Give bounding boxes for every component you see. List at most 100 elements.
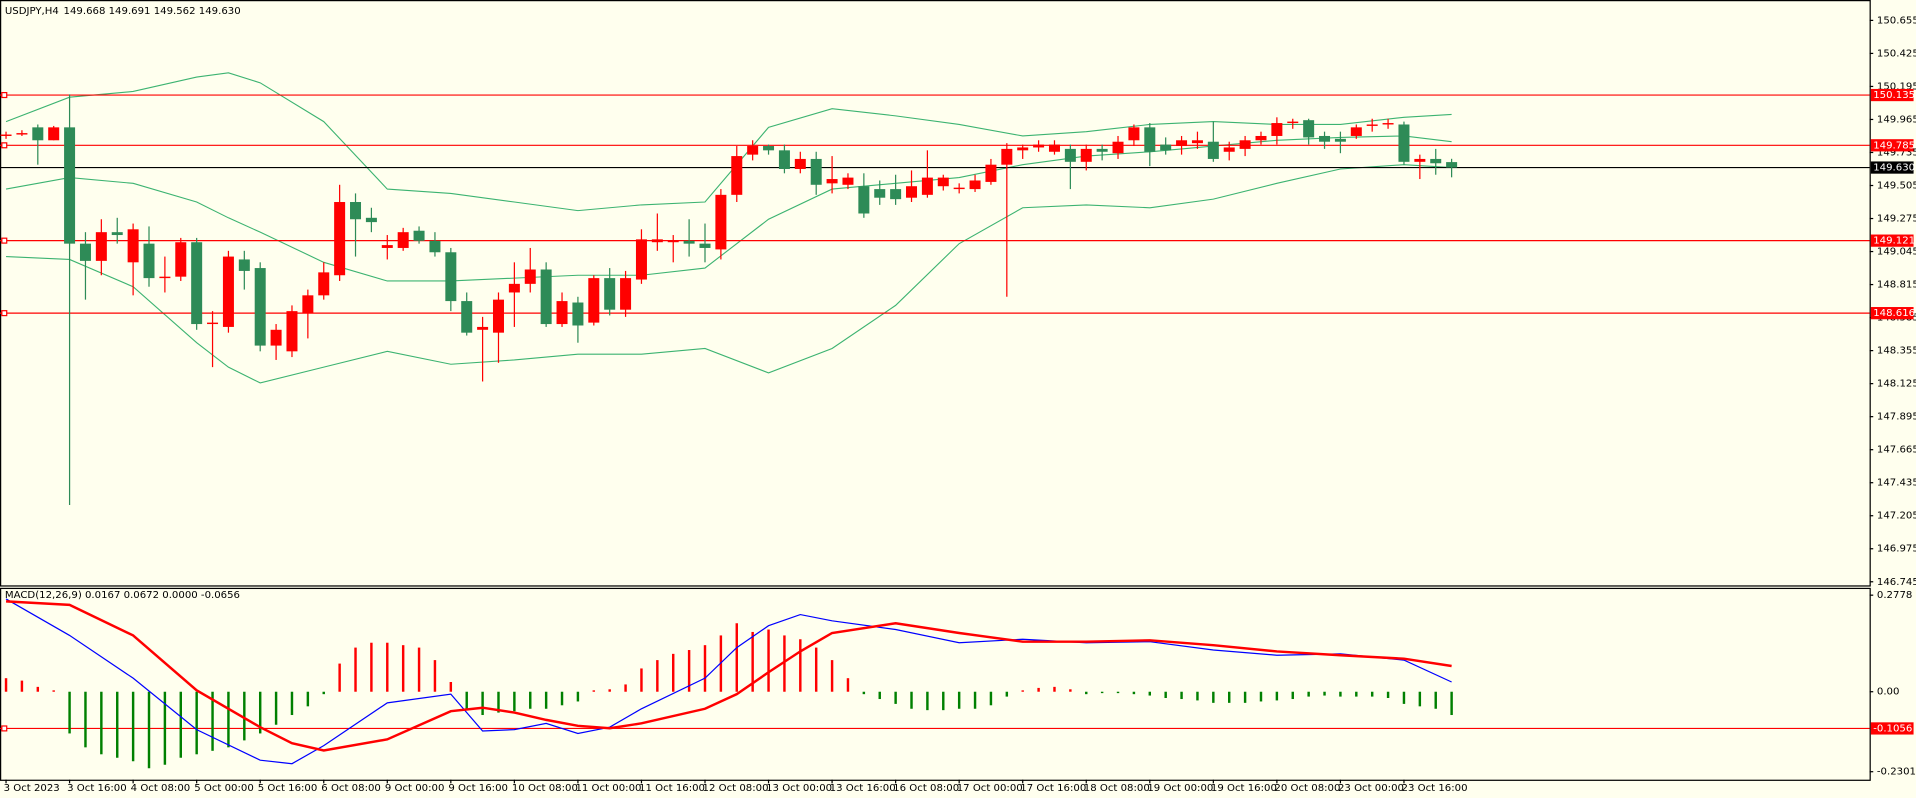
candle-body xyxy=(890,189,902,200)
candle-body xyxy=(1287,121,1299,124)
candle-body xyxy=(302,295,314,313)
candle-body xyxy=(572,302,584,326)
candle-body xyxy=(1128,127,1140,141)
candle-body xyxy=(953,187,965,190)
candle-body xyxy=(1207,141,1219,159)
candle-body xyxy=(1398,124,1410,162)
candle-body xyxy=(604,278,616,310)
candle-body xyxy=(1446,162,1458,168)
candle-body xyxy=(1382,123,1394,125)
candle-body xyxy=(191,242,203,325)
x-tick-label: 19 Oct 00:00 xyxy=(1147,783,1213,794)
candle-body xyxy=(334,202,346,276)
candle-body xyxy=(32,127,44,141)
candle-body xyxy=(445,252,457,302)
level-label: 149.121 xyxy=(1873,236,1915,247)
macd-line xyxy=(5,598,1452,765)
candle-body xyxy=(1191,140,1203,144)
candle-body xyxy=(254,268,266,346)
candle-body xyxy=(1033,144,1045,148)
candle-body xyxy=(620,278,632,310)
candle-body xyxy=(635,239,647,280)
candle-body xyxy=(127,229,139,263)
candle-body xyxy=(826,179,838,184)
x-tick-label: 12 Oct 08:00 xyxy=(703,783,769,794)
chart-subtitle: 149.668 149.691 149.562 149.630 xyxy=(64,6,241,17)
level-handle xyxy=(1,237,8,244)
candle-body xyxy=(906,186,918,198)
macd-panel-frame xyxy=(0,587,1871,781)
candle-body xyxy=(95,232,107,261)
level-label-box xyxy=(1870,307,1914,320)
y-tick-label: 148.815 xyxy=(1877,280,1916,291)
chart-title: USDJPY,H4 xyxy=(5,6,59,17)
x-tick-label: 5 Oct 00:00 xyxy=(194,783,254,794)
y-tick-label: 146.975 xyxy=(1877,544,1916,555)
x-tick-label: 23 Oct 00:00 xyxy=(1338,783,1404,794)
band-lower xyxy=(6,164,1452,384)
candle-body xyxy=(1414,158,1426,162)
candle-body xyxy=(1366,124,1378,126)
candle-body xyxy=(842,177,854,185)
y-tick-label: 147.665 xyxy=(1877,445,1916,456)
candle-body xyxy=(921,177,933,195)
candle-body xyxy=(683,240,695,244)
candle-body xyxy=(1001,148,1013,165)
candle-body xyxy=(397,232,409,248)
candle-body xyxy=(985,164,997,182)
level-label: 149.785 xyxy=(1873,140,1915,151)
x-tick-label: 20 Oct 08:00 xyxy=(1274,783,1340,794)
candle-body xyxy=(207,322,219,325)
level-label-box xyxy=(1870,139,1914,152)
candle-body xyxy=(969,180,981,190)
candle-body xyxy=(1064,148,1076,162)
candle-body xyxy=(763,146,775,151)
x-tick-label: 17 Oct 00:00 xyxy=(957,783,1023,794)
y-tick-label: 148.125 xyxy=(1877,379,1916,390)
candle-body xyxy=(794,158,806,169)
level-label: 148.616 xyxy=(1873,308,1915,319)
candle-body xyxy=(1112,141,1124,154)
candle-body xyxy=(0,134,12,136)
candle-body xyxy=(318,272,330,296)
candle-body xyxy=(1319,135,1331,142)
candle-body xyxy=(1096,148,1108,152)
x-tick-label: 4 Oct 08:00 xyxy=(131,783,191,794)
level-handle xyxy=(1,91,8,99)
candle-body xyxy=(1334,138,1346,142)
candle-body xyxy=(48,127,60,141)
candle-body xyxy=(524,269,536,284)
x-tick-label: 10 Oct 08:00 xyxy=(512,783,578,794)
x-tick-label: 3 Oct 2023 xyxy=(4,783,60,794)
candle-body xyxy=(667,240,679,243)
x-tick-label: 13 Oct 00:00 xyxy=(766,783,832,794)
candle-body xyxy=(1048,144,1060,152)
x-tick-label: 18 Oct 08:00 xyxy=(1084,783,1150,794)
y-tick-label: 146.745 xyxy=(1877,577,1916,588)
x-tick-label: 5 Oct 16:00 xyxy=(258,783,318,794)
level-handle xyxy=(1,142,8,149)
y-tick-label: 149.275 xyxy=(1877,214,1916,225)
x-tick-label: 9 Oct 00:00 xyxy=(385,783,445,794)
y-tick-label: 149.505 xyxy=(1877,181,1916,192)
candle-body xyxy=(1430,158,1442,164)
x-tick-label: 23 Oct 16:00 xyxy=(1402,783,1468,794)
candle-body xyxy=(381,245,393,248)
candle-body xyxy=(1303,120,1315,138)
candle-body xyxy=(238,259,250,271)
candle-body xyxy=(1223,147,1235,152)
level-label: -0.1056 xyxy=(1873,723,1912,734)
x-tick-label: 13 Oct 16:00 xyxy=(830,783,896,794)
macd-title: MACD(12,26,9) 0.0167 0.0672 0.0000 -0.06… xyxy=(5,590,240,601)
candle-body xyxy=(540,269,552,325)
candle-body xyxy=(747,146,759,155)
candle-body xyxy=(222,256,234,327)
candle-body xyxy=(16,133,28,135)
x-tick-label: 16 Oct 08:00 xyxy=(893,783,959,794)
y-tick-label: 150.655 xyxy=(1877,15,1916,26)
signal-line xyxy=(5,600,1452,752)
level-label: 150.135 xyxy=(1873,90,1915,101)
candle-body xyxy=(874,189,886,198)
candle-body xyxy=(365,217,377,223)
